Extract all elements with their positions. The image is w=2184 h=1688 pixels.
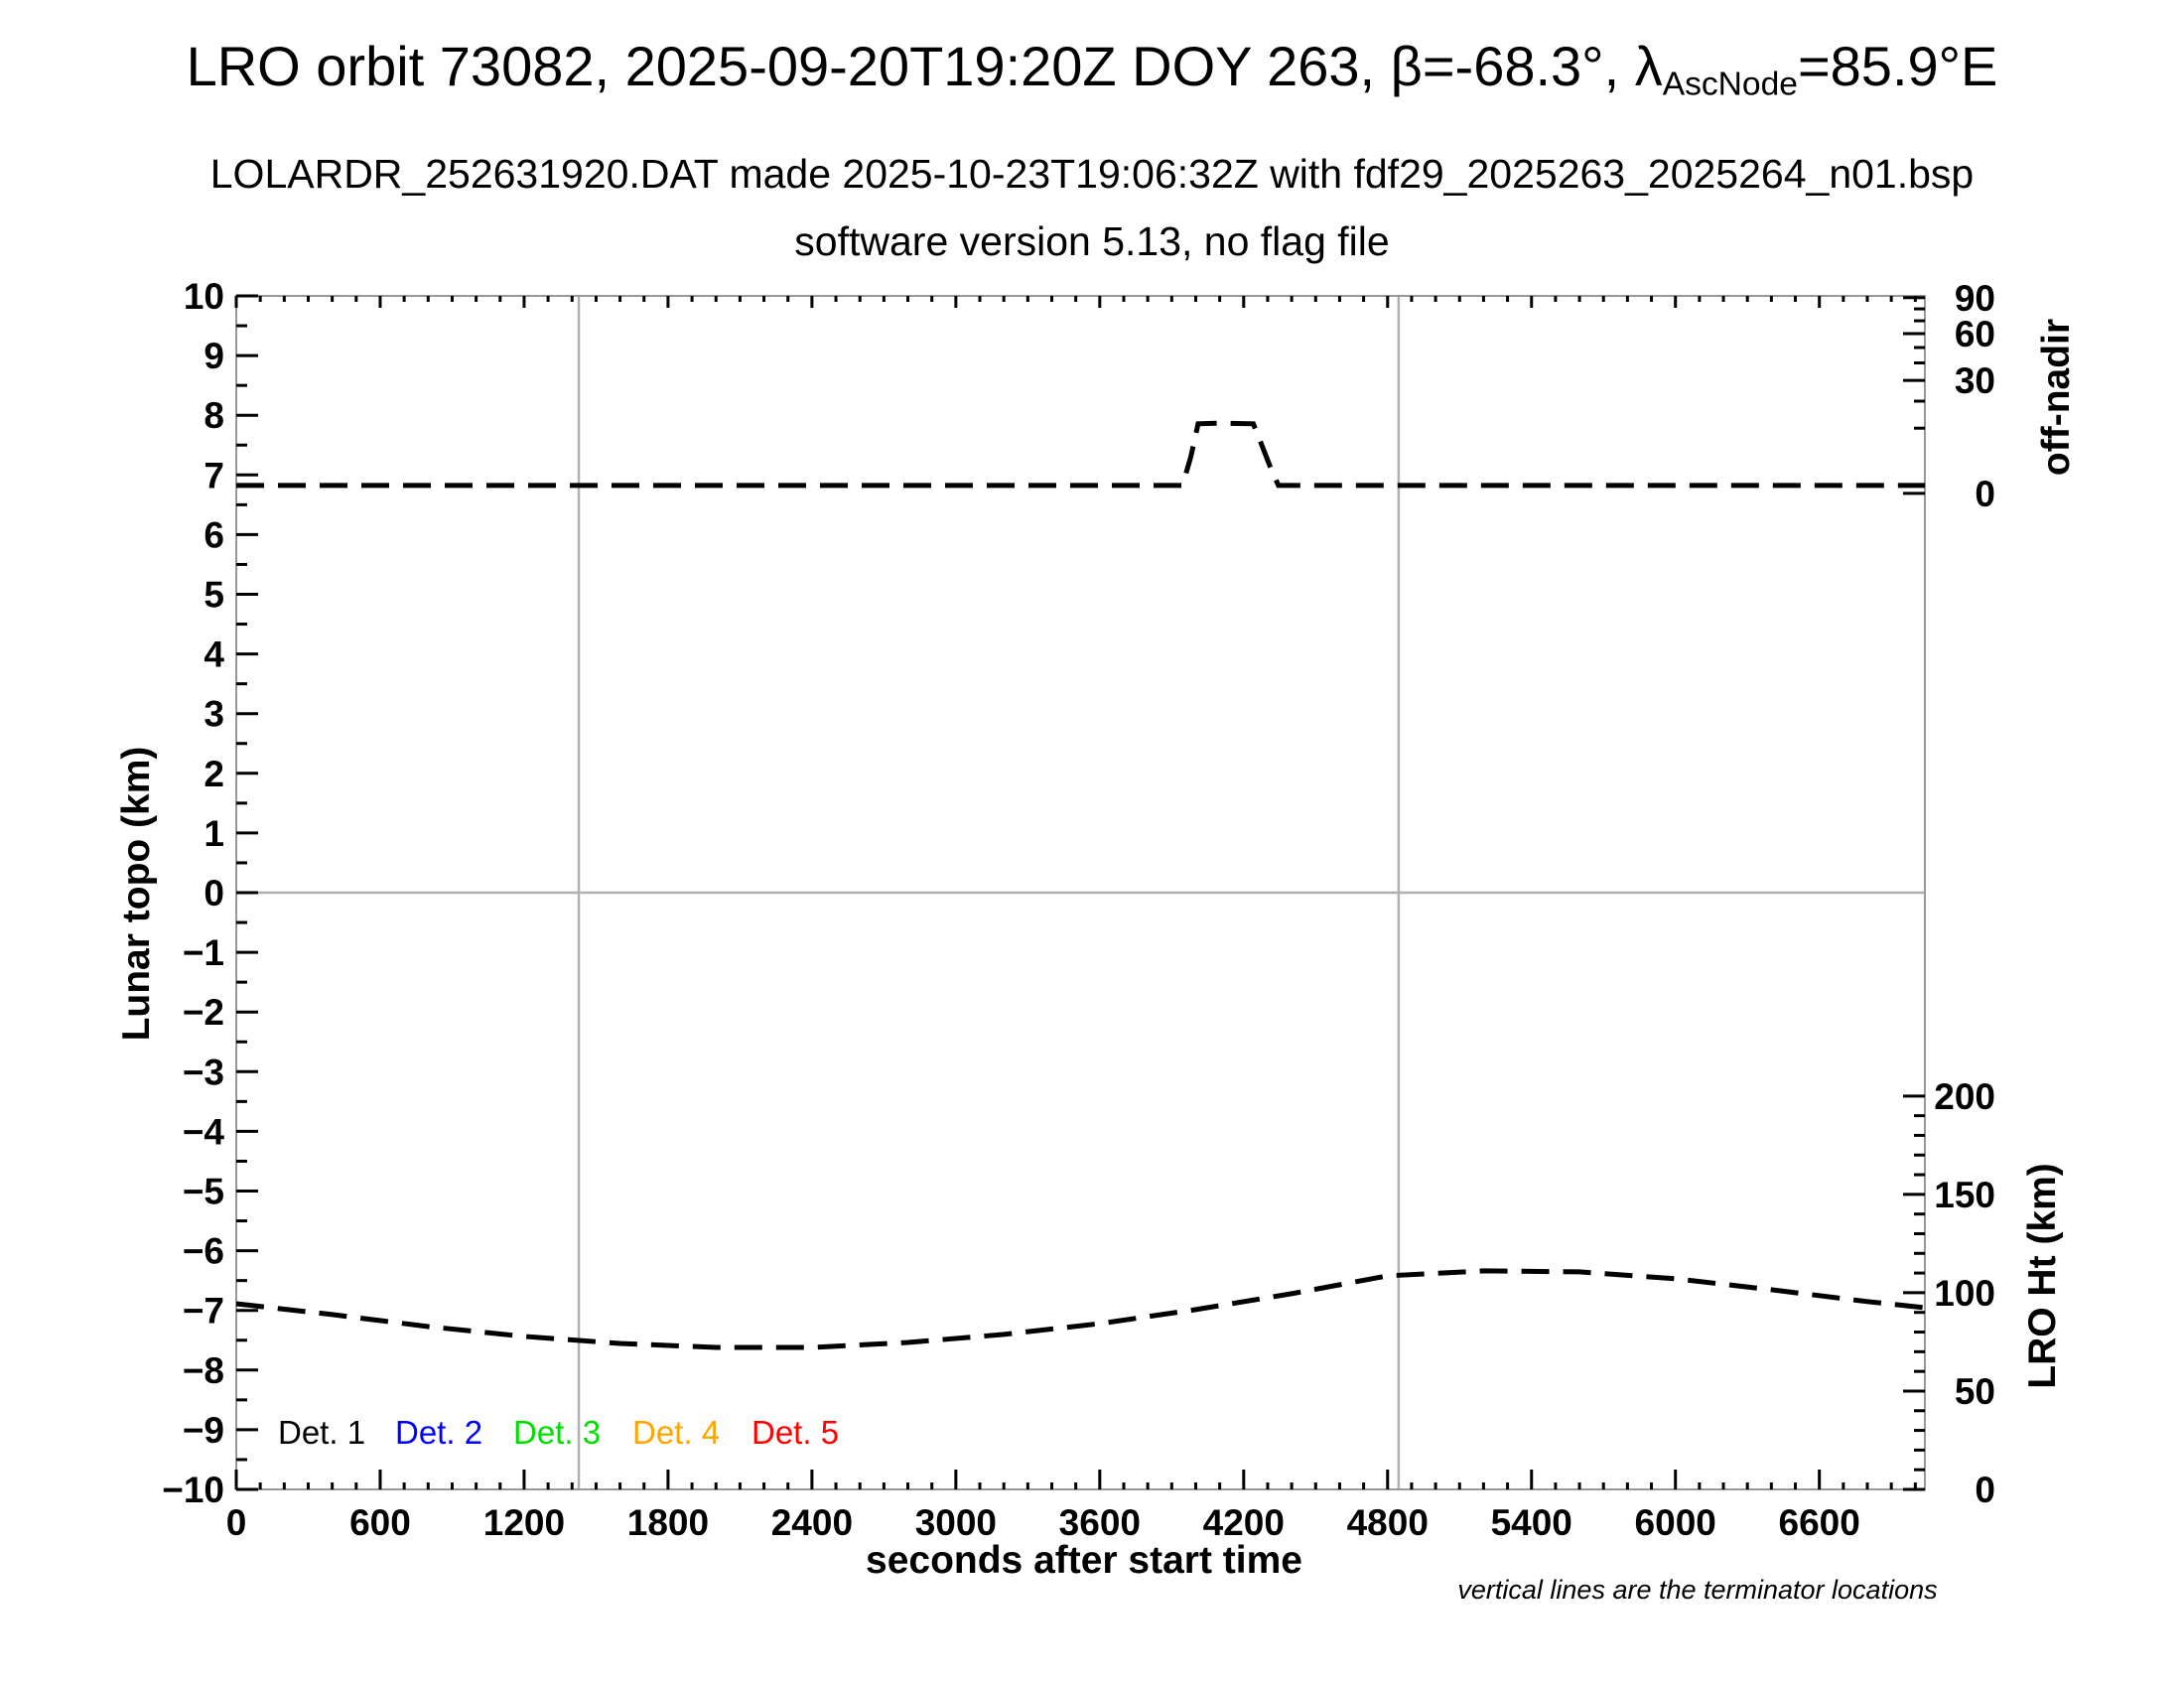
title-subscript: AscNode [1662, 66, 1798, 103]
off-nadir-axis-title: off-nadir [2035, 318, 2078, 477]
lro-ht-tick-label: 100 [1934, 1273, 1995, 1314]
left-tick-label: 9 [204, 336, 224, 376]
x-tick-label: 600 [349, 1502, 411, 1543]
left-tick-label: 7 [204, 455, 224, 495]
off-nadir-curve [236, 420, 1925, 489]
legend-item-det-1: Det. 1 [278, 1414, 366, 1451]
title-prefix: LRO orbit 73082, 2025-09-20T19:20Z DOY 2… [186, 35, 1663, 97]
left-tick-label: 4 [204, 634, 224, 675]
left-tick-label: −5 [183, 1172, 224, 1212]
lro-ht-tick-label: 200 [1934, 1076, 1995, 1117]
left-tick-label: 10 [184, 276, 224, 317]
file-provenance-line: LOLARDR_252631920.DAT made 2025-10-23T19… [209, 151, 1975, 197]
software-version-line: software version 5.13, no flag file [794, 218, 1390, 264]
x-tick-label: 1200 [483, 1502, 565, 1543]
x-tick-label: 2400 [771, 1502, 853, 1543]
left-tick-label: 5 [204, 575, 224, 616]
left-tick-label: −4 [183, 1111, 225, 1152]
lro-ht-tick-label: 50 [1955, 1371, 1995, 1412]
x-tick-label: 5400 [1491, 1502, 1572, 1543]
left-tick-label: −7 [183, 1291, 224, 1332]
x-axis-title: seconds after start time [866, 1539, 1302, 1582]
off-nadir-tick-label: 30 [1955, 360, 1995, 401]
left-tick-label: −9 [183, 1410, 224, 1451]
left-axis-title: Lunar topo (km) [115, 746, 158, 1042]
left-tick-label: −2 [183, 992, 224, 1033]
left-tick-label: −8 [183, 1350, 224, 1391]
x-tick-label: 0 [226, 1502, 247, 1543]
x-tick-label: 1800 [627, 1502, 709, 1543]
x-tick-label: 3600 [1059, 1502, 1141, 1543]
left-tick-label: 6 [204, 514, 224, 555]
left-tick-label: −1 [183, 932, 224, 973]
left-tick-label: −6 [183, 1231, 224, 1272]
left-tick-label: 0 [204, 873, 224, 914]
x-tick-label: 3000 [915, 1502, 997, 1543]
legend-item-det-5: Det. 5 [751, 1414, 840, 1451]
lro-height-curve [235, 1268, 1926, 1350]
terminator-footnote: vertical lines are the terminator locati… [1457, 1575, 1938, 1605]
title-suffix: =85.9°E [1797, 35, 1998, 97]
lro-ht-tick-label: 150 [1934, 1175, 1995, 1215]
legend-item-det-4: Det. 4 [632, 1414, 721, 1451]
page-title: LRO orbit 73082, 2025-09-20T19:20Z DOY 2… [0, 34, 2184, 103]
off-nadir-tick-label: 90 [1955, 278, 1995, 319]
legend-item-det-3: Det. 3 [513, 1414, 602, 1451]
left-tick-label: 8 [204, 395, 224, 436]
left-tick-label: −10 [162, 1470, 224, 1510]
off-nadir-tick-label: 60 [1955, 314, 1995, 354]
legend-item-det-2: Det. 2 [395, 1414, 483, 1451]
off-nadir-tick-label: 0 [1975, 474, 1995, 514]
left-tick-label: 1 [204, 813, 224, 854]
x-tick-label: 6000 [1635, 1502, 1716, 1543]
left-tick-label: 2 [204, 754, 224, 794]
lro-ht-tick-label: 0 [1975, 1470, 1995, 1510]
left-tick-label: 3 [204, 694, 224, 735]
left-tick-label: −3 [183, 1052, 224, 1092]
lro-height-axis-title: LRO Ht (km) [2021, 1163, 2064, 1389]
x-tick-label: 6600 [1779, 1502, 1860, 1543]
x-tick-label: 4200 [1203, 1502, 1285, 1543]
x-tick-label: 4800 [1347, 1502, 1429, 1543]
